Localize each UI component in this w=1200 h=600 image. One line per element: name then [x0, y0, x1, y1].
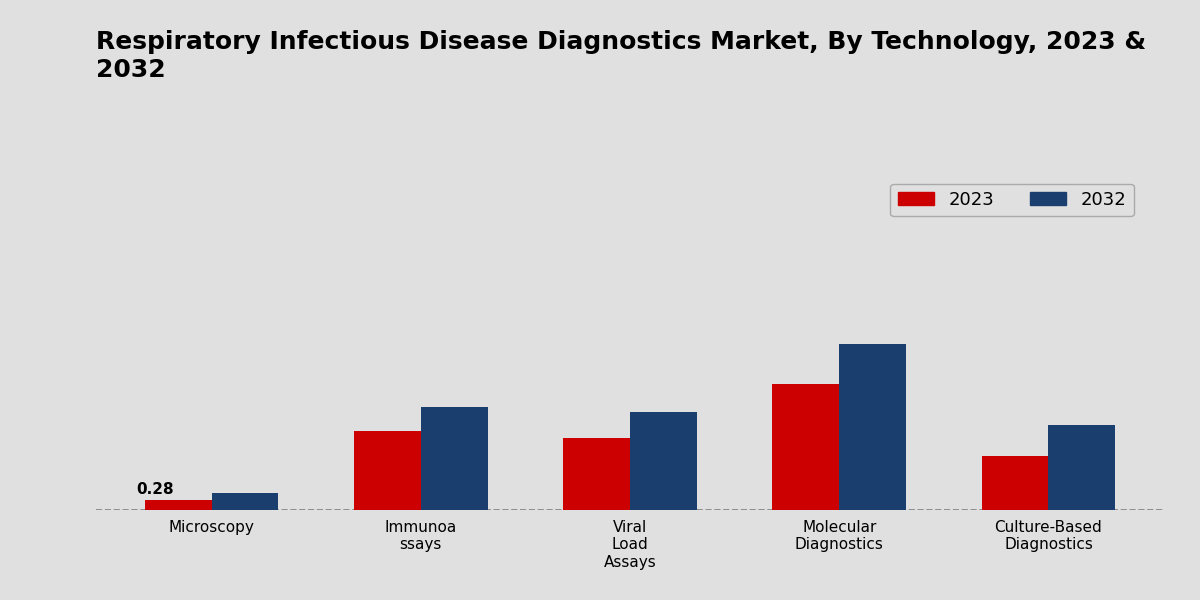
Bar — [1049, 425, 1116, 510]
Bar — [563, 438, 630, 510]
Bar — [982, 456, 1049, 510]
Legend: 2023, 2032: 2023, 2032 — [890, 184, 1134, 217]
Bar — [354, 431, 421, 510]
Bar — [773, 384, 839, 510]
Bar — [839, 344, 906, 510]
Text: 0.28: 0.28 — [137, 482, 174, 497]
Bar — [630, 412, 697, 510]
Bar — [211, 493, 278, 510]
Bar — [421, 407, 487, 510]
Bar — [144, 500, 211, 510]
Text: Respiratory Infectious Disease Diagnostics Market, By Technology, 2023 &
2032: Respiratory Infectious Disease Diagnosti… — [96, 30, 1146, 82]
